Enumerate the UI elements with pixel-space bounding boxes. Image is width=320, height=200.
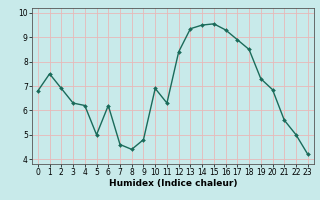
X-axis label: Humidex (Indice chaleur): Humidex (Indice chaleur)	[108, 179, 237, 188]
